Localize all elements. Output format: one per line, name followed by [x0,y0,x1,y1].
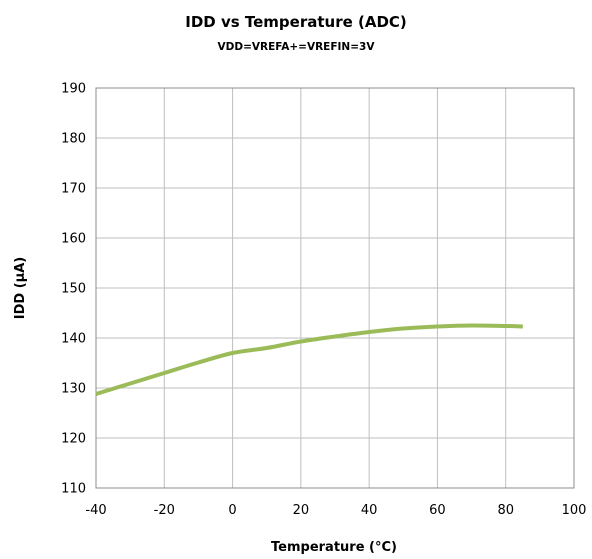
x-tick-label: 40 [361,503,378,518]
x-tick-label: 20 [293,503,310,518]
plot-area [95,87,575,489]
y-tick-label: 140 [61,332,86,347]
grid [95,87,575,489]
x-axis-tick-labels: -40 -20 0 20 40 60 80 100 [85,503,586,518]
chart-title: IDD vs Temperature (ADC) [185,13,407,31]
y-tick-label: 160 [61,232,86,247]
x-tick-label: 60 [429,503,446,518]
y-tick-label: 190 [61,82,86,97]
y-tick-label: 130 [61,382,86,397]
series-line [95,323,523,396]
y-tick-label: 120 [61,432,86,447]
y-axis-title: IDD (µA) [13,257,28,319]
x-tick-label: 0 [228,503,236,518]
y-tick-label: 110 [61,482,86,497]
y-tick-label: 170 [61,182,86,197]
series-layer [95,323,523,396]
x-tick-label: 80 [497,503,514,518]
chart-subtitle: VDD=VREFA+=VREFIN=3V [218,41,376,53]
x-tick-label: -40 [85,503,106,518]
y-tick-label: 150 [61,282,86,297]
x-tick-label: 100 [562,503,587,518]
x-tick-label: -20 [154,503,175,518]
y-axis-tick-labels: 110 120 130 140 150 160 170 180 190 [61,82,86,497]
y-tick-label: 180 [61,132,86,147]
x-axis-title: Temperature (°C) [271,540,397,555]
